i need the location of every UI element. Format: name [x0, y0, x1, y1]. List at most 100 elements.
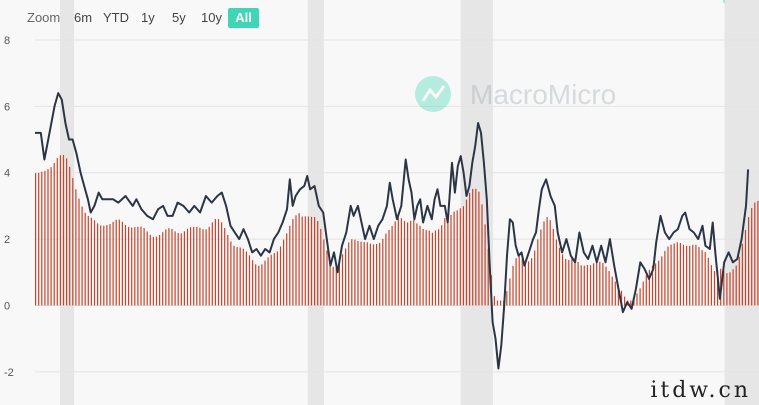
bar [106, 225, 108, 306]
bar [78, 198, 80, 306]
bar [670, 244, 672, 306]
bar [314, 217, 316, 306]
bar [531, 258, 533, 306]
zoom-1y-button[interactable]: 1y [141, 10, 155, 25]
bar [360, 241, 362, 306]
bar [186, 228, 189, 306]
bar [248, 255, 251, 306]
bar [115, 219, 117, 306]
bar [363, 241, 365, 306]
y-axis: -2 0 2 4 6 8 [4, 35, 14, 379]
bar [112, 221, 114, 306]
bar [413, 219, 415, 306]
bar [53, 163, 55, 306]
zoom-all-button[interactable]: All [228, 8, 259, 28]
bar [351, 239, 353, 306]
bar [131, 227, 133, 306]
bar [261, 264, 263, 306]
bar [664, 250, 666, 306]
grid-lines [35, 39, 759, 373]
watermark-logo-mark [421, 85, 446, 102]
bar [456, 210, 458, 306]
bar [459, 208, 461, 306]
bar [571, 257, 573, 306]
bar [695, 244, 697, 306]
bar [159, 234, 161, 306]
bar-series [35, 154, 759, 306]
bar [549, 220, 551, 306]
bar [624, 296, 626, 306]
watermark-text: MacroMicro [470, 79, 616, 110]
bar [748, 217, 750, 306]
bar [59, 155, 61, 306]
zoom-10y-button[interactable]: 10y [201, 10, 222, 25]
bar [394, 221, 396, 306]
bar [152, 236, 154, 306]
bar [295, 215, 297, 306]
bar [385, 233, 387, 306]
bar [81, 206, 83, 306]
bar [667, 246, 669, 306]
bar [447, 216, 449, 306]
bar [586, 264, 588, 306]
bar [707, 257, 709, 306]
bar [515, 258, 517, 306]
bar [335, 267, 337, 306]
bar [738, 256, 740, 306]
bar [264, 260, 266, 306]
bar [686, 245, 688, 306]
bar [214, 219, 216, 306]
bar [754, 202, 756, 306]
bar [521, 258, 523, 306]
bar [286, 233, 288, 306]
bar [540, 229, 542, 306]
bar [425, 230, 427, 306]
bar [735, 265, 737, 306]
zoom-5y-button[interactable]: 5y [172, 10, 186, 25]
zoom-label: Zoom [27, 10, 61, 25]
bar [93, 220, 96, 306]
bar [431, 232, 433, 306]
bar [84, 212, 86, 306]
bar [713, 271, 716, 306]
bar [66, 158, 68, 306]
bar [704, 252, 706, 306]
bar [593, 263, 595, 306]
bar [283, 239, 285, 306]
bar [726, 273, 728, 306]
line-series [35, 92, 750, 370]
bar [224, 227, 226, 306]
bar [62, 154, 65, 306]
bar [69, 166, 71, 306]
bar [137, 226, 139, 306]
bar [744, 229, 747, 306]
bar [87, 215, 89, 306]
bar [239, 247, 241, 306]
bar [41, 171, 43, 306]
y-tick-label: 4 [4, 168, 10, 180]
bar [227, 234, 229, 306]
bar [146, 231, 148, 306]
bar [301, 216, 303, 306]
bar [543, 221, 545, 306]
bar [651, 265, 654, 306]
bar [428, 230, 430, 306]
bar [56, 158, 58, 306]
bar [419, 225, 421, 306]
zoom-ytd-button[interactable]: YTD [103, 10, 129, 25]
bar [565, 258, 567, 306]
bar [407, 222, 409, 306]
bar [472, 188, 474, 306]
bar [171, 228, 173, 306]
bar [589, 265, 592, 306]
bar [273, 253, 275, 306]
bar [233, 245, 235, 306]
bar [648, 269, 650, 306]
zoom-6m-button[interactable]: 6m [74, 10, 93, 25]
bar [298, 213, 300, 306]
bar [50, 167, 52, 306]
bar [382, 238, 384, 306]
watermark-logo-icon [415, 76, 451, 112]
bar [230, 241, 232, 306]
bar [326, 250, 328, 306]
